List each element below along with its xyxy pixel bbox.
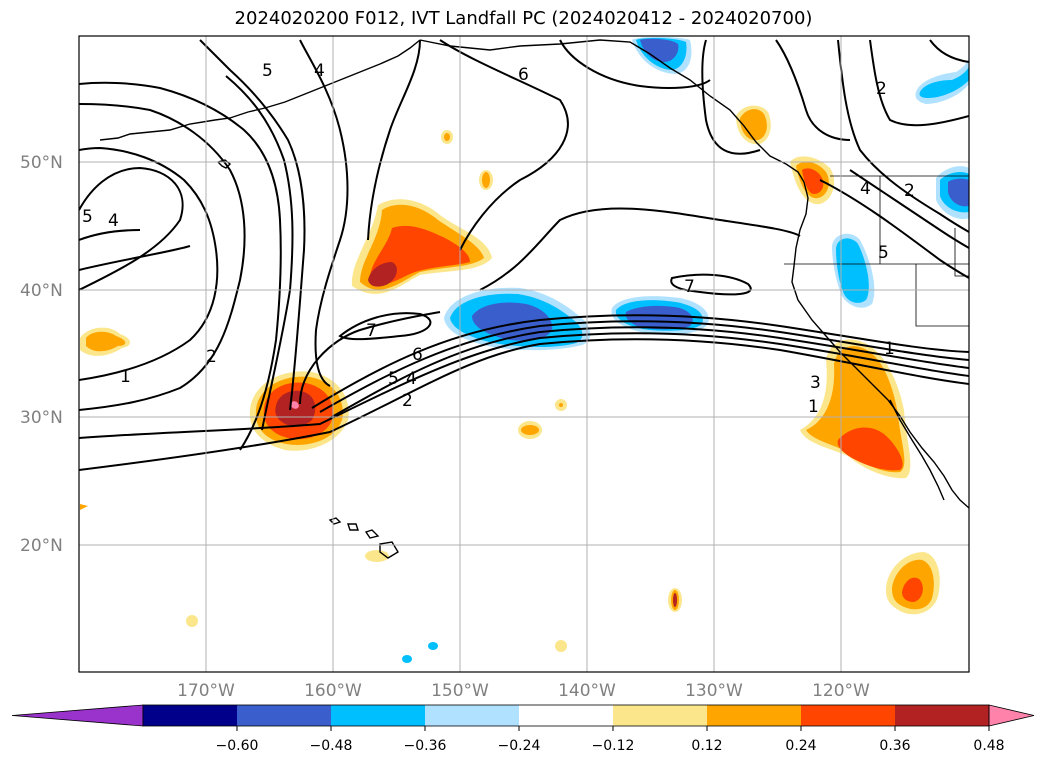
contour-label: 7 [366, 321, 377, 341]
lon-label: 160°W [304, 681, 362, 701]
colorbar-segment [237, 705, 332, 726]
lon-label: 140°W [558, 681, 616, 701]
contour-label: 5 [82, 207, 93, 227]
contour-label: 1 [884, 339, 895, 359]
map-title: 2024020200 F012, IVT Landfall PC (202402… [234, 8, 813, 29]
colorbar-tick-label: 0.48 [973, 738, 1004, 754]
contour-label: 2 [876, 79, 887, 99]
colorbar-tick-label: −0.12 [592, 738, 635, 754]
colorbar-tick-label: −0.24 [498, 738, 541, 754]
colorbar-tick-label: −0.36 [404, 738, 447, 754]
colorbar-tick-label: −0.48 [310, 738, 353, 754]
colorbar-segment [895, 705, 990, 726]
negative-anomalies [402, 37, 969, 663]
colorbar-tick-label: −0.60 [216, 738, 259, 754]
colorbar-segment [707, 705, 802, 726]
lon-label: 120°W [812, 681, 870, 701]
colorbar-segment [425, 705, 520, 726]
contour-label: 5 [388, 369, 399, 389]
positive-anomalies [80, 105, 940, 652]
contour-label: 2 [904, 181, 915, 201]
contour-lines [79, 39, 969, 471]
colorbar-tick-label: 0.12 [691, 738, 722, 754]
colorbar-outline [142, 704, 990, 727]
lon-label: 170°W [177, 681, 235, 701]
contour-label: 2 [402, 391, 413, 411]
lon-label: 150°W [431, 681, 489, 701]
contour-label: 4 [314, 61, 325, 81]
contour-label: 3 [810, 373, 821, 393]
colorbar-extend-high [988, 704, 1035, 727]
longitude-labels: 170°W 160°W 150°W 140°W 130°W 120°W [177, 681, 870, 701]
contour-label: 4 [108, 211, 119, 231]
contour-label: 1 [808, 397, 819, 417]
contour-label: 4 [860, 179, 871, 199]
contour-label: 5 [262, 61, 273, 81]
colorbar-segment [613, 705, 708, 726]
colorbar-segment [801, 705, 896, 726]
contour-label: 6 [518, 65, 529, 85]
contour-label: 2 [206, 347, 217, 367]
colorbar: −0.60 −0.48 −0.36 −0.24 −0.12 0.12 0.24 0.36 0.4… [11, 704, 1035, 754]
colorbar-segment [143, 705, 238, 726]
latitude-labels: 50°N 40°N 30°N 20°N [20, 153, 63, 556]
contour-label: 4 [406, 369, 417, 389]
colorbar-tick-label: 0.36 [879, 738, 910, 754]
lat-label: 50°N [20, 153, 63, 173]
lat-label: 20°N [20, 536, 63, 556]
lat-label: 40°N [20, 281, 63, 301]
map-frame [78, 35, 970, 673]
colorbar-segment [519, 705, 614, 726]
colorbar-segment [331, 705, 426, 726]
contour-label: 1 [120, 367, 131, 387]
contour-label: 5 [878, 243, 889, 263]
colorbar-tick-label: 0.24 [785, 738, 816, 754]
contour-labels: 1 2 4 5 6 7 5 4 2 1 3 6 7 5 4 2 4 5 2 1 [82, 61, 915, 417]
map-background [79, 36, 969, 672]
lon-label: 130°W [685, 681, 743, 701]
contour-label: 6 [412, 345, 423, 365]
contour-label: 7 [684, 277, 695, 297]
lat-label: 30°N [20, 408, 63, 428]
graticule [79, 36, 969, 672]
colorbar-extend-low [11, 704, 144, 727]
